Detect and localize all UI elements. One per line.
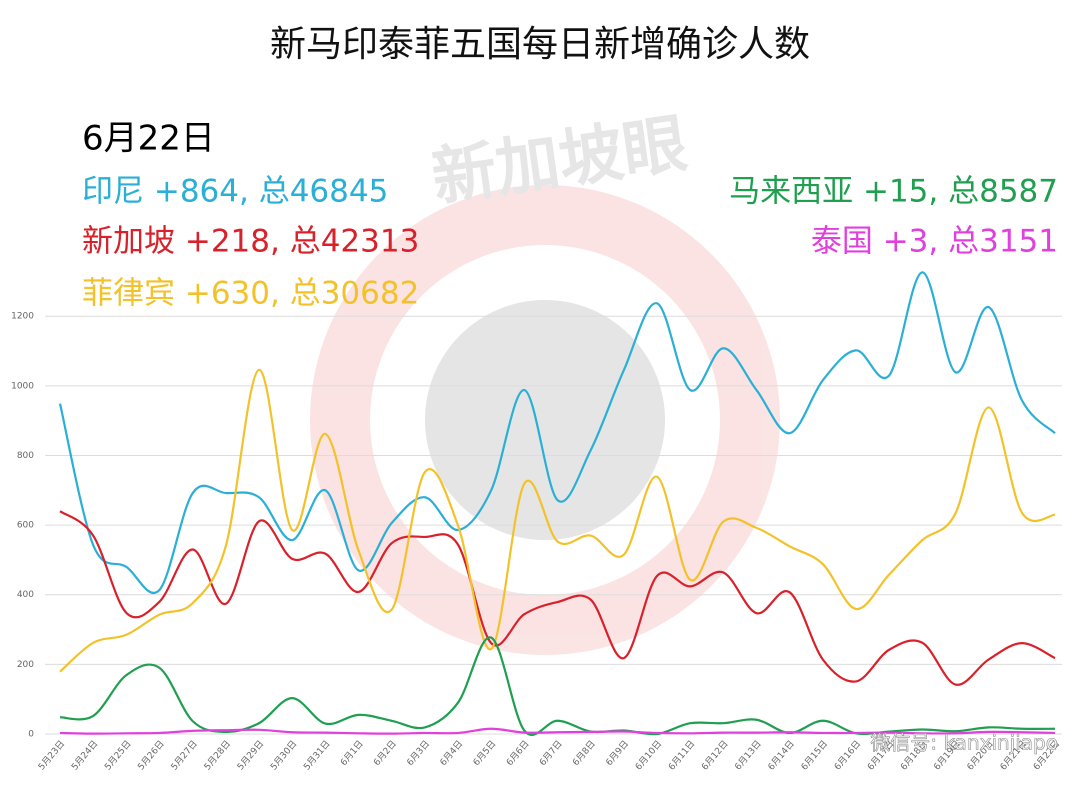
legend-entry: 马来西亚 +15, 总8587 xyxy=(729,174,1058,210)
x-tick-label: 6月1日 xyxy=(338,738,365,768)
y-tick-label: 400 xyxy=(17,590,34,600)
x-tick-label: 6月13日 xyxy=(733,738,764,772)
x-tick-label: 6月14日 xyxy=(766,738,797,772)
x-tick-label: 6月9日 xyxy=(604,738,631,768)
x-tick-label: 6月10日 xyxy=(633,738,664,772)
x-tick-label: 6月2日 xyxy=(372,738,399,768)
x-tick-label: 6月12日 xyxy=(700,738,731,772)
x-tick-label: 6月5日 xyxy=(471,738,498,768)
series-line xyxy=(59,510,1056,686)
series-line xyxy=(59,727,1056,735)
y-tick-label: 600 xyxy=(17,521,34,531)
x-tick-label: 5月26日 xyxy=(136,738,167,772)
x-tick-label: 6月11日 xyxy=(666,738,697,772)
x-tick-label: 5月24日 xyxy=(69,738,100,772)
x-tick-label: 5月27日 xyxy=(169,738,200,772)
series-line xyxy=(58,271,1056,594)
y-tick-label: 0 xyxy=(28,730,34,740)
x-tick-label: 6月15日 xyxy=(799,738,830,772)
x-tick-label: 5月31日 xyxy=(302,738,333,772)
legend-entry: 新加坡 +218, 总42313 xyxy=(82,224,419,260)
x-tick-label: 6月6日 xyxy=(504,738,531,768)
watermark-hole xyxy=(370,245,720,595)
x-tick-label: 6月16日 xyxy=(832,738,863,772)
legend-entry: 泰国 +3, 总3151 xyxy=(811,224,1058,260)
x-tick-label: 5月28日 xyxy=(202,738,233,772)
x-tick-label: 5月25日 xyxy=(103,738,134,772)
watermark-eye xyxy=(425,300,665,540)
chart-title: 新马印泰菲五国每日新增确诊人数 xyxy=(270,24,810,65)
x-tick-label: 6月4日 xyxy=(438,738,465,768)
series-line xyxy=(59,368,1056,673)
legend-entry: 印尼 +864, 总46845 xyxy=(82,174,388,210)
y-tick-label: 1000 xyxy=(11,381,34,391)
x-tick-label: 6月3日 xyxy=(405,738,432,768)
x-tick-label: 5月30日 xyxy=(268,738,299,772)
source: 微信号: kanxinjiapo xyxy=(870,731,1058,755)
x-tick-label: 5月23日 xyxy=(36,738,67,772)
x-tick-label: 5月29日 xyxy=(235,738,266,772)
chart-subtitle: 6月22日 xyxy=(82,119,215,159)
y-tick-label: 1200 xyxy=(11,312,34,322)
y-tick-label: 200 xyxy=(17,660,34,670)
x-tick-label: 6月8日 xyxy=(571,738,598,768)
x-tick-label: 6月7日 xyxy=(537,738,564,768)
legend-entry: 菲律宾 +630, 总30682 xyxy=(82,276,419,312)
y-tick-label: 800 xyxy=(17,451,34,461)
